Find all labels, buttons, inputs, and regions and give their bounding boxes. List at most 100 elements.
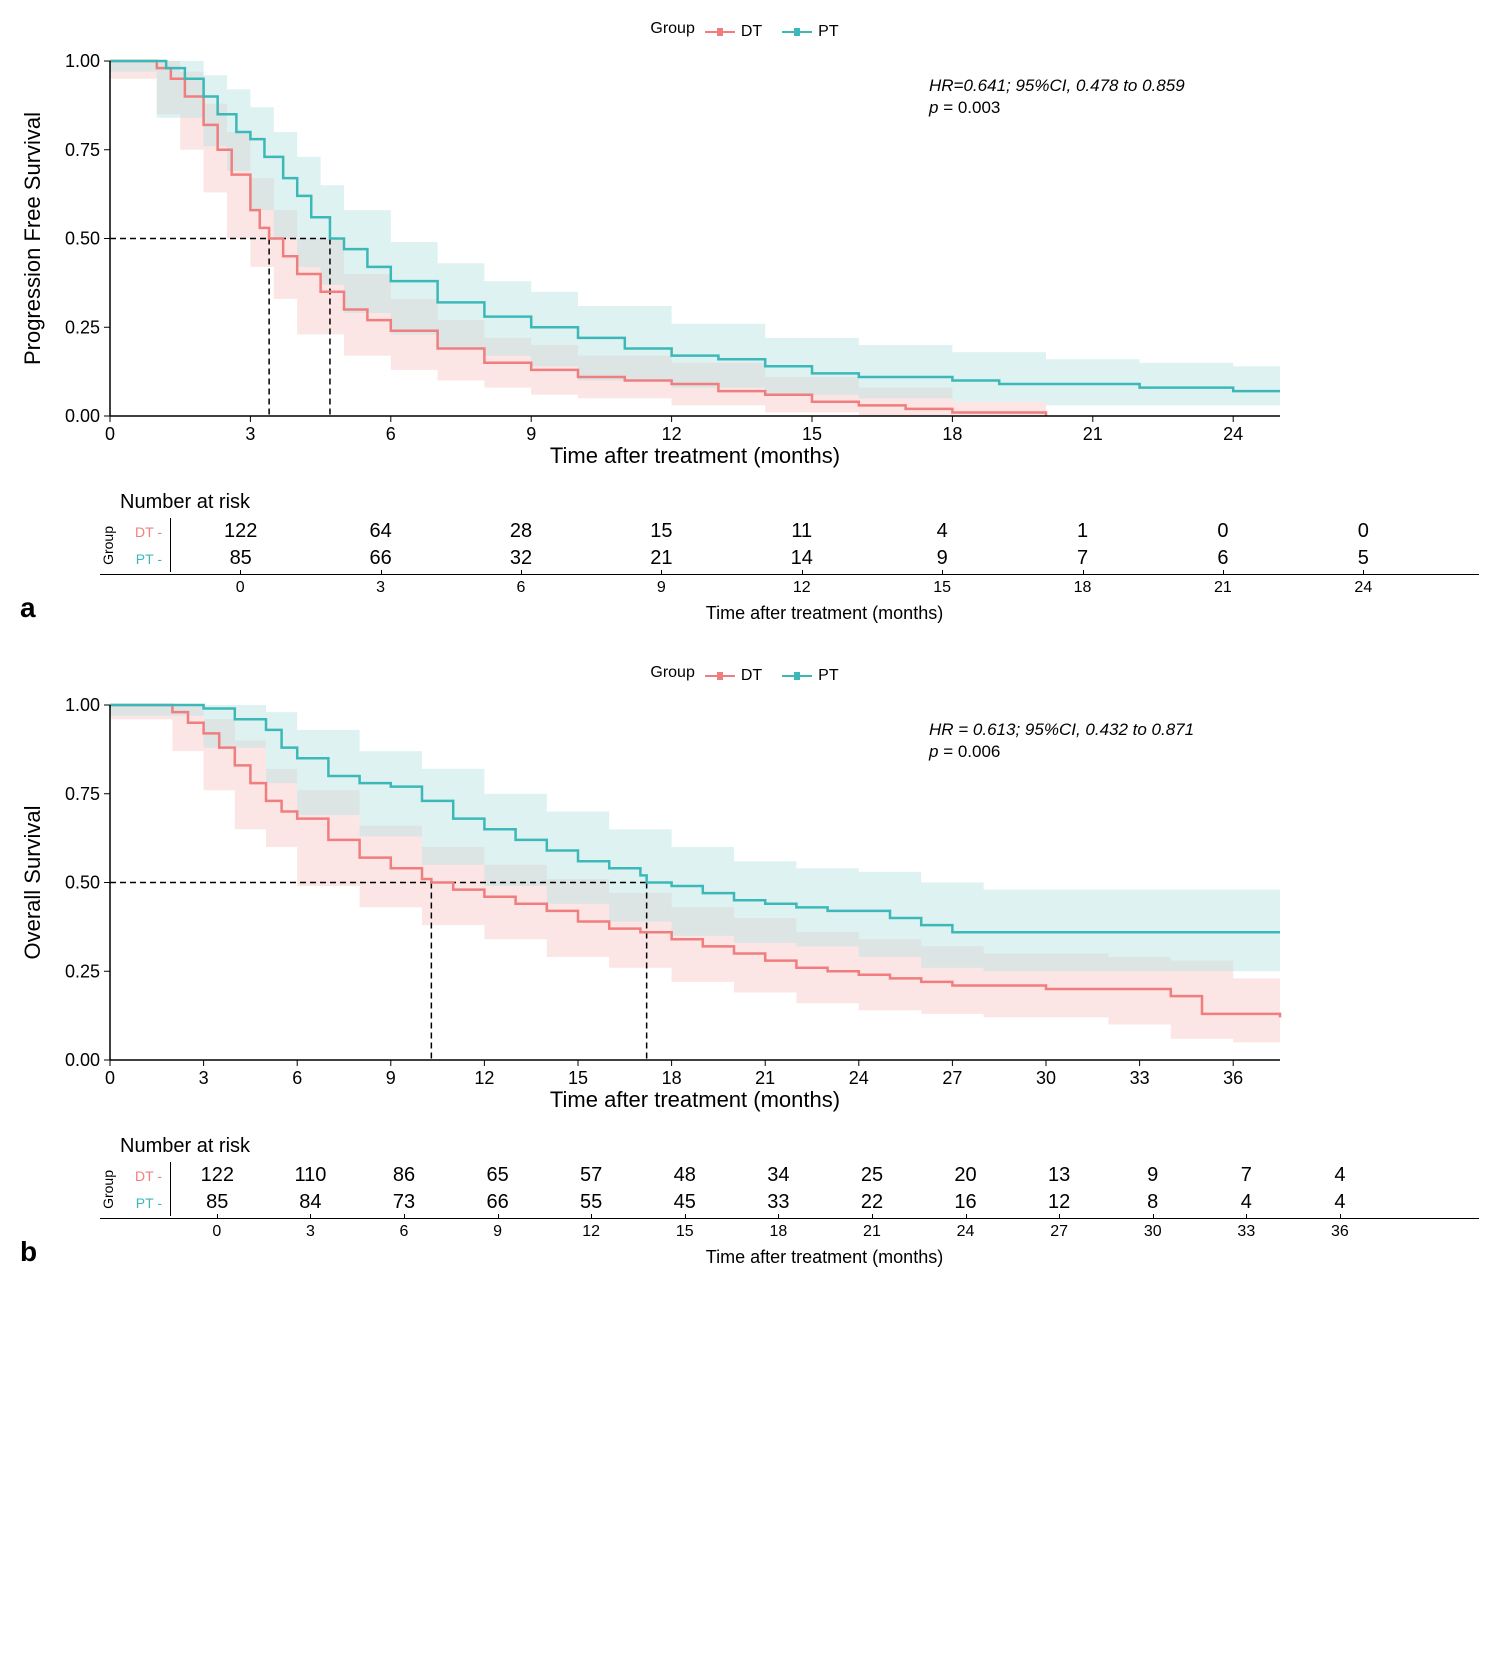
legend-label: DT — [741, 667, 762, 685]
x-tick-label: 3 — [245, 424, 255, 444]
risk-cell: 7 — [1012, 545, 1152, 572]
risk-xtick: 30 — [1106, 1219, 1200, 1241]
hr-annotation: HR=0.641; 95%CI, 0.478 to 0.859 — [929, 76, 1185, 95]
risk-cell: 33 — [732, 1189, 826, 1216]
p-annotation: p = 0.006 — [928, 742, 1000, 761]
risk-series-label-dt: DT - — [130, 1168, 170, 1184]
risk-cell: 22 — [825, 1189, 919, 1216]
x-tick-label: 36 — [1223, 1068, 1243, 1088]
risk-cell: 16 — [919, 1189, 1013, 1216]
risk-cell: 4 — [1293, 1162, 1387, 1189]
x-tick-label: 15 — [802, 424, 822, 444]
y-tick-label: 0.25 — [65, 961, 100, 981]
risk-cell: 4 — [1293, 1189, 1387, 1216]
y-tick-label: 0.75 — [65, 140, 100, 160]
y-tick-label: 0.50 — [65, 229, 100, 249]
panel-a: Group DT PT 0.000.250.500.751.0003691215… — [20, 20, 1479, 624]
risk-cell: 14 — [732, 545, 872, 572]
legend-item-pt: PT — [782, 667, 838, 685]
risk-title: Number at risk — [120, 1135, 1479, 1158]
y-tick-label: 1.00 — [65, 695, 100, 715]
x-tick-label: 6 — [386, 424, 396, 444]
risk-series-label-pt: PT - — [130, 551, 170, 567]
risk-cell: 85 — [170, 1189, 264, 1216]
km-plot: 0.000.250.500.751.0003691215182124Time a… — [20, 51, 1300, 471]
x-tick-label: 24 — [1223, 424, 1243, 444]
risk-xtick: 6 — [357, 1219, 451, 1241]
risk-cell: 122 — [170, 518, 310, 545]
x-tick-label: 33 — [1130, 1068, 1150, 1088]
risk-series-label-dt: DT - — [130, 524, 170, 540]
risk-xtick: 12 — [544, 1219, 638, 1241]
x-tick-label: 21 — [1083, 424, 1103, 444]
legend-item-dt: DT — [705, 23, 762, 41]
km-plot: 0.000.250.500.751.0003691215182124273033… — [20, 695, 1300, 1115]
risk-cell: 85 — [170, 545, 310, 572]
risk-table: Number at risk GroupDT -122642815114100P… — [100, 491, 1479, 624]
risk-xtick: 18 — [732, 1219, 826, 1241]
x-tick-label: 9 — [526, 424, 536, 444]
risk-cell: 122 — [170, 1162, 264, 1189]
x-axis-label: Time after treatment (months) — [550, 443, 840, 468]
risk-xtick: 9 — [451, 1219, 545, 1241]
risk-cell: 86 — [357, 1162, 451, 1189]
risk-group-label: Group — [100, 1170, 130, 1209]
risk-series-label-pt: PT - — [130, 1195, 170, 1211]
y-tick-label: 1.00 — [65, 51, 100, 71]
risk-xtick: 21 — [1153, 575, 1293, 597]
x-tick-label: 24 — [849, 1068, 869, 1088]
risk-cell: 21 — [591, 545, 731, 572]
risk-xtick: 9 — [591, 575, 731, 597]
legend-group-label: Group — [650, 20, 694, 37]
risk-cell: 6 — [1153, 545, 1293, 572]
risk-cell: 57 — [544, 1162, 638, 1189]
risk-cell: 0 — [1153, 518, 1293, 545]
risk-cell: 7 — [1200, 1162, 1294, 1189]
risk-cell: 15 — [591, 518, 731, 545]
risk-cell: 84 — [264, 1189, 358, 1216]
risk-cell: 64 — [310, 518, 450, 545]
legend: Group DT PT — [20, 664, 1479, 685]
risk-cell: 73 — [357, 1189, 451, 1216]
risk-cell: 11 — [732, 518, 872, 545]
legend: Group DT PT — [20, 20, 1479, 41]
risk-title: Number at risk — [120, 491, 1479, 514]
risk-xtick: 24 — [1293, 575, 1433, 597]
risk-cell: 25 — [825, 1162, 919, 1189]
risk-cell: 55 — [544, 1189, 638, 1216]
x-tick-label: 3 — [199, 1068, 209, 1088]
risk-xtick: 27 — [1012, 1219, 1106, 1241]
risk-xtick: 3 — [264, 1219, 358, 1241]
risk-cell: 13 — [1012, 1162, 1106, 1189]
panel-b: Group DT PT 0.000.250.500.751.0003691215… — [20, 664, 1479, 1268]
risk-cell: 9 — [872, 545, 1012, 572]
y-tick-label: 0.75 — [65, 784, 100, 804]
x-tick-label: 12 — [474, 1068, 494, 1088]
x-tick-label: 27 — [942, 1068, 962, 1088]
risk-xtick: 6 — [451, 575, 591, 597]
legend-label: PT — [818, 667, 838, 685]
x-tick-label: 15 — [568, 1068, 588, 1088]
x-tick-label: 9 — [386, 1068, 396, 1088]
y-tick-label: 0.00 — [65, 1050, 100, 1070]
x-axis-label: Time after treatment (months) — [550, 1087, 840, 1112]
risk-cell: 4 — [872, 518, 1012, 545]
legend-item-dt: DT — [705, 667, 762, 685]
risk-xtick: 15 — [638, 1219, 732, 1241]
x-tick-label: 18 — [662, 1068, 682, 1088]
risk-cell: 66 — [451, 1189, 545, 1216]
x-tick-label: 18 — [942, 424, 962, 444]
p-annotation: p = 0.003 — [928, 98, 1000, 117]
risk-cell: 110 — [264, 1162, 358, 1189]
risk-xtick: 0 — [170, 1219, 264, 1241]
risk-xtick: 24 — [919, 1219, 1013, 1241]
x-tick-label: 0 — [105, 1068, 115, 1088]
risk-table: Number at risk GroupDT -1221108665574834… — [100, 1135, 1479, 1268]
risk-xtick: 0 — [170, 575, 310, 597]
risk-group-label: Group — [100, 526, 130, 565]
legend-label: DT — [741, 23, 762, 41]
risk-cell: 4 — [1200, 1189, 1294, 1216]
risk-cell: 20 — [919, 1162, 1013, 1189]
risk-cell: 9 — [1106, 1162, 1200, 1189]
risk-cell: 5 — [1293, 545, 1433, 572]
